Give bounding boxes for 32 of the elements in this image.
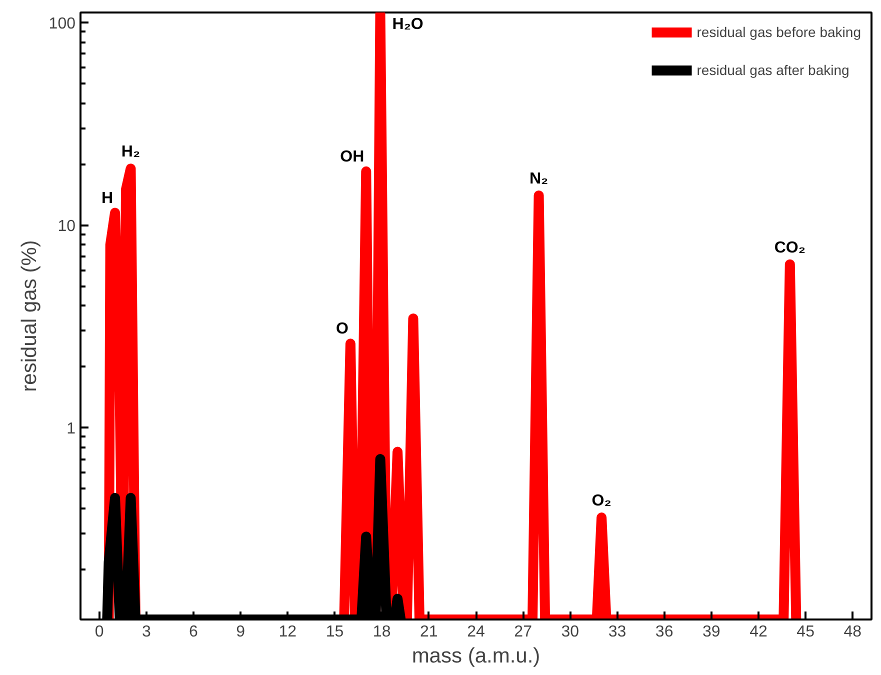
x-tick-label: 42 <box>750 624 768 640</box>
annotation: H₂ <box>121 144 140 161</box>
y-axis-title: residual gas (%) <box>18 240 41 392</box>
x-tick-label: 18 <box>372 624 391 640</box>
y-tick-label: 10 <box>58 218 76 236</box>
x-tick-label: 36 <box>655 624 674 640</box>
x-tick-label: 9 <box>236 624 246 640</box>
x-tick-label: 0 <box>94 624 104 640</box>
x-tick-label: 24 <box>467 624 485 640</box>
x-tick-label: 6 <box>189 624 198 640</box>
x-tick-label: 39 <box>702 624 720 640</box>
x-tick-label: 12 <box>278 624 297 640</box>
annotation: H <box>101 190 114 207</box>
x-tick-label: 30 <box>561 624 580 640</box>
annotation: O₂ <box>592 492 612 510</box>
x-tick-label: 15 <box>326 624 344 640</box>
legend-label: residual gas after baking <box>696 62 850 78</box>
x-axis-title: mass (a.m.u.) <box>412 644 540 668</box>
annotation: N₂ <box>529 170 548 188</box>
x-tick-label: 48 <box>844 624 862 640</box>
legend-label: residual gas before baking <box>696 24 861 40</box>
x-tick-label: 33 <box>608 624 626 640</box>
x-tick-label: 27 <box>514 624 532 640</box>
y-tick-label: 100 <box>48 15 76 32</box>
annotation: CO₂ <box>774 239 806 256</box>
x-tick-label: 21 <box>420 624 438 640</box>
x-tick-label: 45 <box>796 624 815 640</box>
x-tick-label: 3 <box>142 624 151 640</box>
annotation: OH <box>340 148 364 166</box>
annotation: H₂O <box>392 16 424 34</box>
annotation: O <box>336 320 348 338</box>
y-tick-label: 1 <box>66 420 76 438</box>
